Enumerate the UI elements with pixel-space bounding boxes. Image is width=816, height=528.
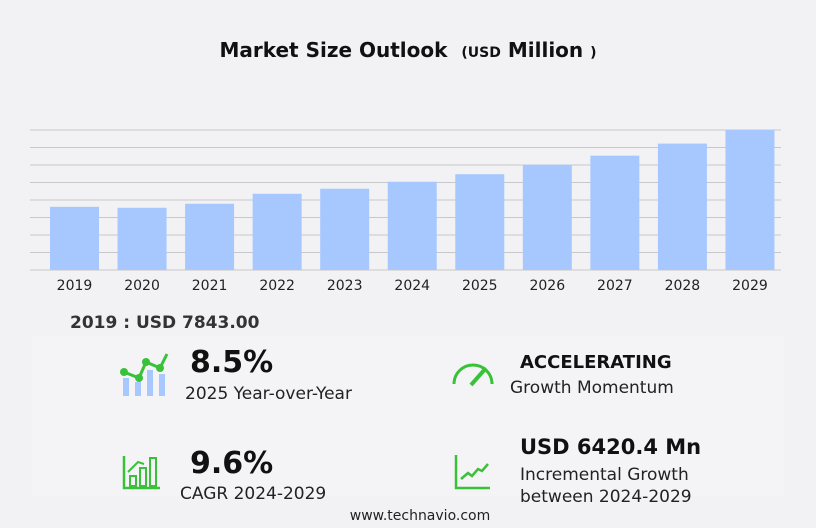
- bar-growth-icon: [122, 456, 160, 490]
- x-tick-label: 2021: [192, 278, 228, 294]
- yoy-label: 2025 Year-over-Year: [185, 384, 352, 404]
- x-tick-label: 2022: [259, 278, 295, 294]
- bar-chart: 2019 2020 2021 2022 2023 2024 2025 2026 2027 2028…: [30, 129, 781, 294]
- title-text: Market Size Outlook: [219, 38, 448, 62]
- title-unit-word: Million: [507, 38, 584, 62]
- bar-2020: [117, 207, 167, 270]
- chart-title: Market Size Outlook (USD Million ): [0, 38, 816, 62]
- yoy-value: 8.5%: [190, 345, 274, 380]
- cagr-value: 9.6%: [190, 446, 274, 481]
- x-tick-label: 2029: [732, 278, 768, 294]
- bar-2028: [657, 143, 707, 270]
- bar-2025: [455, 174, 505, 270]
- x-tick-label: 2020: [124, 278, 160, 294]
- bar-2024: [387, 181, 437, 270]
- x-tick-label: 2026: [529, 278, 565, 294]
- bar-2022: [252, 193, 302, 270]
- paren: (: [461, 45, 468, 61]
- incremental-period: between 2024-2029: [520, 487, 692, 507]
- x-tick-label: 2024: [394, 278, 430, 294]
- bar-2027: [590, 155, 640, 270]
- bar-2029: [725, 130, 775, 270]
- x-tick-label: 2019: [57, 278, 93, 294]
- bar-2019: [50, 206, 99, 270]
- speedometer-icon: [452, 363, 494, 387]
- bar-2026: [522, 164, 572, 270]
- x-tick-label: 2027: [597, 278, 633, 294]
- momentum-value: ACCELERATING: [520, 352, 672, 373]
- title-unit: USD: [467, 45, 501, 61]
- base-value: 2019 : USD 7843.00: [70, 313, 260, 333]
- footer-url: www.technavio.com: [349, 508, 491, 524]
- bar-2023: [320, 188, 370, 270]
- stats-panel: [32, 336, 784, 496]
- bar-2021: [185, 203, 235, 270]
- cagr-label: CAGR 2024-2029: [180, 484, 327, 504]
- x-tick-label: 2028: [665, 278, 701, 294]
- line-growth-icon: [454, 455, 490, 490]
- growth-chart-icon: [120, 353, 169, 396]
- x-tick-label: 2023: [327, 278, 363, 294]
- momentum-label: Growth Momentum: [510, 378, 674, 398]
- incremental-value: USD 6420.4 Mn: [520, 435, 702, 459]
- x-tick-label: 2025: [462, 278, 498, 294]
- paren: ): [590, 45, 597, 61]
- incremental-label: Incremental Growth: [520, 465, 689, 485]
